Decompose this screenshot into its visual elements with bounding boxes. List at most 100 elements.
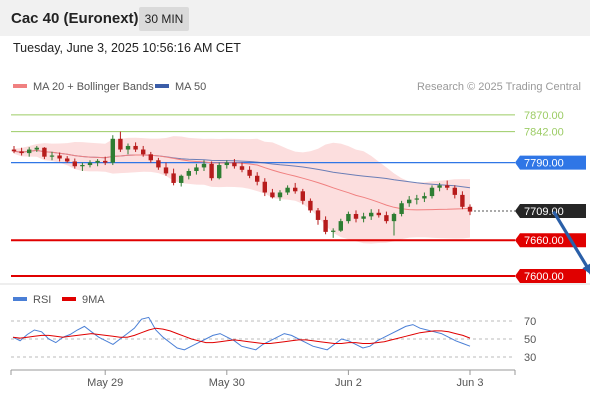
candle-body bbox=[285, 187, 290, 193]
candle-body bbox=[353, 213, 359, 219]
candle-body bbox=[422, 196, 427, 199]
candle-body bbox=[391, 213, 397, 222]
candle-body bbox=[186, 171, 191, 176]
candle-body bbox=[232, 162, 237, 167]
candle-body bbox=[407, 199, 412, 204]
level-label-7709.00: 7709.00 bbox=[524, 206, 564, 218]
level-tag-7790.00 bbox=[515, 155, 586, 170]
candle-body bbox=[331, 230, 336, 232]
candle-body bbox=[110, 138, 115, 163]
candle-body bbox=[239, 166, 245, 170]
forecast-arrow bbox=[552, 210, 590, 275]
candle-body bbox=[270, 192, 275, 198]
candle-body bbox=[300, 191, 305, 201]
candle-body bbox=[141, 149, 146, 155]
rsi-tick-70: 70 bbox=[524, 316, 536, 328]
rsi-tick-50: 50 bbox=[524, 334, 536, 346]
level-label-7660.00: 7660.00 bbox=[524, 235, 564, 247]
legend-swatch-rsi bbox=[13, 297, 27, 301]
candle-body bbox=[103, 160, 108, 163]
candle-body bbox=[156, 160, 161, 168]
candle-body bbox=[87, 162, 93, 166]
instrument-title: Cac 40 (Euronext) bbox=[11, 10, 139, 27]
candle-body bbox=[95, 160, 100, 163]
candle-body bbox=[460, 194, 465, 207]
x-tick-label: Jun 3 bbox=[457, 377, 484, 389]
candle-body bbox=[467, 206, 473, 212]
candle-body bbox=[194, 167, 199, 172]
candle-body bbox=[437, 185, 442, 188]
candle-body bbox=[209, 163, 214, 179]
legend-label-ma20: MA 20 + Bollinger Bands bbox=[33, 81, 154, 93]
candle-body bbox=[65, 158, 70, 162]
level-label-7870.00: 7870.00 bbox=[524, 110, 564, 122]
candle-body bbox=[399, 203, 404, 214]
source-note: Research © 2025 Trading Central bbox=[417, 81, 581, 93]
ma20-line bbox=[13, 149, 471, 211]
candle-body bbox=[277, 192, 283, 198]
candle-body bbox=[414, 198, 419, 200]
candle-body bbox=[80, 165, 85, 167]
candle-body bbox=[49, 155, 55, 157]
level-label-7842.00: 7842.00 bbox=[524, 127, 564, 139]
candle-body bbox=[293, 187, 298, 192]
legend-label-ma50: MA 50 bbox=[175, 81, 206, 93]
candle-body bbox=[338, 221, 343, 231]
candle-body bbox=[133, 145, 138, 150]
candle-body bbox=[19, 151, 24, 154]
candle-body bbox=[361, 216, 366, 219]
rsi-tick-30: 30 bbox=[524, 352, 536, 364]
candle-body bbox=[224, 162, 229, 166]
legend-label-9ma: 9MA bbox=[82, 294, 105, 306]
legend-label-rsi: RSI bbox=[33, 294, 51, 306]
candle-body bbox=[27, 149, 32, 154]
candle-body bbox=[315, 210, 321, 220]
legend-swatch-9ma bbox=[62, 297, 76, 301]
rsi-ma-line bbox=[12, 327, 471, 344]
level-tag-7600.00 bbox=[515, 269, 586, 284]
candle-body bbox=[445, 185, 450, 188]
candle-body bbox=[247, 169, 252, 176]
candle-body bbox=[308, 200, 313, 211]
legend-swatch-ma50 bbox=[155, 84, 169, 88]
candle-body bbox=[34, 147, 39, 150]
candle-body bbox=[72, 161, 77, 167]
candle-body bbox=[57, 155, 62, 159]
level-tag-7660.00 bbox=[515, 233, 586, 248]
level-label-7600.00: 7600.00 bbox=[524, 271, 564, 283]
level-label-7790.00: 7790.00 bbox=[524, 158, 564, 170]
candle-body bbox=[429, 187, 435, 197]
candle-body bbox=[369, 212, 374, 217]
timeframe-button[interactable]: 30 MIN bbox=[139, 7, 189, 31]
x-tick-label: May 30 bbox=[209, 377, 245, 389]
header-bar: Cac 40 (Euronext) 30 MIN bbox=[0, 0, 590, 36]
legend-swatch-ma20 bbox=[13, 84, 27, 88]
candle-body bbox=[163, 167, 169, 174]
candle-body bbox=[148, 154, 153, 161]
candle-body bbox=[171, 173, 176, 183]
rsi-line bbox=[12, 316, 471, 351]
forecast-arrow-head bbox=[582, 263, 590, 274]
candle-body bbox=[11, 149, 17, 152]
datetime-label: Tuesday, June 3, 2025 10:56:16 AM CET bbox=[13, 41, 241, 55]
candle-body bbox=[262, 181, 267, 193]
candle-body bbox=[179, 175, 184, 183]
x-tick-label: May 29 bbox=[87, 377, 123, 389]
candle-body bbox=[118, 138, 123, 150]
x-tick-label: Jun 2 bbox=[335, 377, 362, 389]
bollinger-band bbox=[14, 136, 470, 244]
candle-body bbox=[201, 163, 207, 168]
candle-body bbox=[323, 219, 328, 232]
candle-body bbox=[384, 215, 389, 222]
candle-body bbox=[452, 187, 457, 195]
ma50-line bbox=[13, 149, 471, 189]
level-tag-7709.00 bbox=[515, 203, 586, 218]
candle-body bbox=[346, 213, 351, 222]
candle-body bbox=[125, 145, 131, 150]
candle-body bbox=[217, 165, 222, 179]
candle-body bbox=[42, 147, 47, 157]
candle-body bbox=[255, 175, 260, 182]
candle-body bbox=[376, 212, 381, 216]
